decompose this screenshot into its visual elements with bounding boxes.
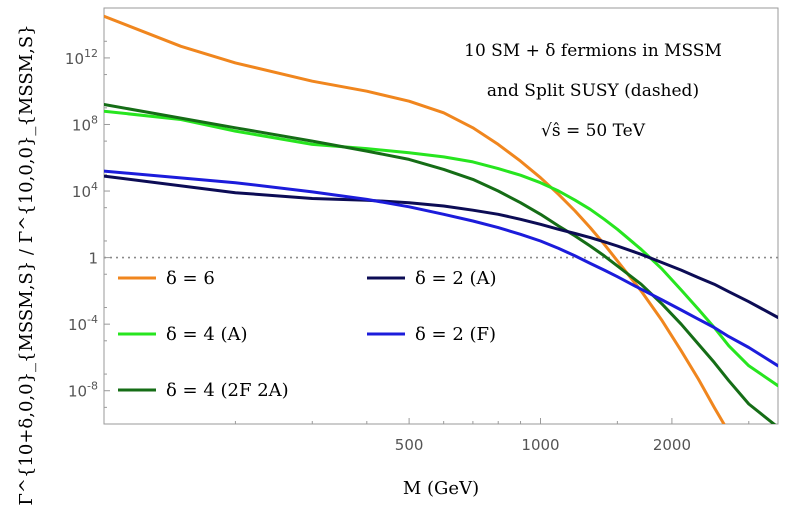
series-line-4: [104, 174, 778, 319]
y-tick-label-3: 104: [72, 180, 98, 201]
x-tick-label-1: 500: [395, 436, 424, 454]
series-line-5: [104, 169, 778, 368]
x-tick-label-3: 2000: [653, 436, 691, 454]
legend-label-3: δ = 4 (A): [166, 324, 248, 345]
annotation-line-2: and Split SUSY (dashed): [487, 81, 699, 101]
x-axis-label: M (GeV): [403, 478, 479, 499]
plot-frame: [103, 7, 779, 425]
series-line-1: [104, 14, 726, 424]
annotation-line-1: 10 SM + δ fermions in MSSM: [464, 41, 722, 61]
legend-label-4: δ = 2 (F): [415, 324, 496, 345]
series-line-3: [104, 103, 777, 424]
y-tick-label-4: 1: [88, 250, 98, 268]
y-tick-label-2: 108: [72, 113, 98, 134]
annotation-line-3: √ŝ = 50 TeV: [541, 121, 646, 141]
y-tick-label-5: 10-4: [68, 313, 98, 334]
y-tick-label-6: 10-8: [68, 380, 98, 401]
legend-label-1: δ = 6: [166, 268, 215, 289]
x-tick-label-2: 1000: [521, 436, 559, 454]
series-line-2: [104, 109, 778, 388]
legend-label-2: δ = 2 (A): [415, 268, 497, 289]
y-axis-label: Γ^{10+δ,0,0}_{MSSM,S} / Γ^{10,0,0}_{MSSM…: [16, 24, 37, 505]
legend-label-5: δ = 4 (2F 2A): [166, 380, 289, 401]
y-tick-label-1: 1012: [65, 47, 98, 68]
